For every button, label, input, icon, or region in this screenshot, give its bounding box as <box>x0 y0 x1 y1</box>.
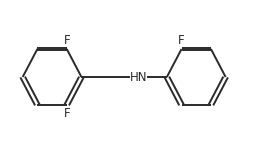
Text: F: F <box>178 34 184 47</box>
Text: F: F <box>64 34 71 47</box>
Text: F: F <box>64 107 71 120</box>
Text: HN: HN <box>130 71 148 83</box>
